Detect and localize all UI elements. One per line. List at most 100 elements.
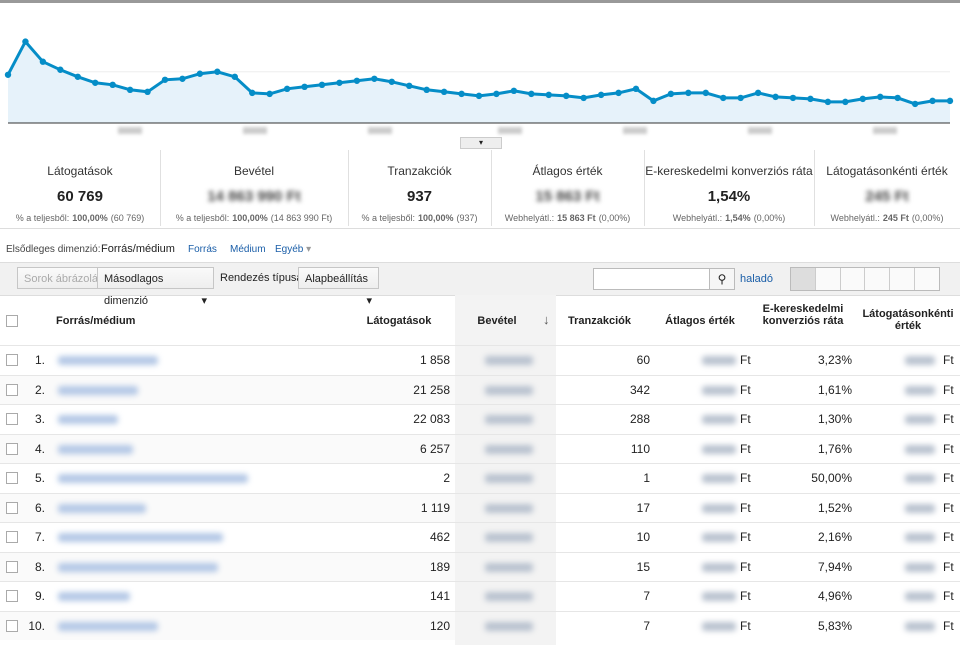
point — [301, 83, 308, 91]
transactions: 15 — [636, 559, 650, 574]
currency: Ft — [943, 500, 954, 515]
point — [109, 81, 116, 89]
row-line — [0, 463, 960, 464]
blurred-date — [118, 127, 142, 134]
point — [475, 92, 483, 100]
btn-text: Alapbeállítás — [305, 273, 368, 285]
view-switcher[interactable] — [790, 267, 940, 291]
column-header[interactable]: Bevétel — [477, 315, 517, 327]
note-suffix: (0,00%) — [753, 213, 786, 223]
column-header[interactable]: Látogatásonkénti érték — [862, 308, 954, 332]
row-checkbox[interactable] — [6, 531, 18, 543]
row-checkbox[interactable] — [6, 383, 18, 396]
column-header[interactable]: Átlagos érték — [665, 315, 735, 327]
point — [179, 75, 186, 82]
row-checkbox[interactable] — [6, 354, 18, 366]
point — [580, 94, 587, 102]
note-bold: 100,00% — [72, 213, 108, 223]
row-checkbox[interactable] — [6, 413, 18, 425]
blurred-per-visit — [905, 503, 935, 513]
row-checkbox[interactable] — [6, 590, 18, 602]
note-prefix: Webhelyátl.: — [672, 213, 723, 223]
row-checkbox[interactable] — [6, 442, 18, 455]
card-value: 60 769 — [57, 188, 103, 205]
row-checkbox[interactable] — [6, 560, 18, 573]
point — [911, 100, 919, 108]
row-index: 10. — [28, 618, 45, 633]
point — [877, 93, 884, 101]
card-label: Bevétel — [233, 164, 275, 178]
transactions: 17 — [636, 500, 650, 515]
blurred-source — [58, 474, 248, 483]
point — [214, 68, 221, 75]
view-compare[interactable] — [865, 268, 891, 290]
dimension-link[interactable]: Médium — [230, 244, 266, 255]
note-bold: 1,54% — [725, 213, 751, 223]
search-button[interactable]: ⚲ — [709, 268, 735, 290]
view-pie[interactable] — [816, 268, 841, 290]
row-checkbox[interactable] — [6, 472, 18, 484]
blurred-revenue — [485, 444, 533, 454]
select-all[interactable] — [6, 315, 18, 327]
row-index: 7. — [34, 530, 45, 544]
sort-label: Rendezés típusa: — [220, 272, 306, 284]
conversion-rate: 2,16% — [817, 530, 852, 544]
card-note: Webhelyátl.: 245 Ft (0,00%) — [814, 213, 960, 223]
note-prefix: % a teljesből: — [175, 213, 230, 223]
point — [807, 95, 814, 103]
dimension-link[interactable]: Egyéb ▾ — [275, 244, 312, 255]
point — [196, 70, 204, 77]
column-header[interactable]: Látogatások — [366, 315, 432, 327]
column-header[interactable]: Tranzakciók — [568, 315, 631, 327]
blurred-average — [702, 503, 736, 513]
row-checkbox[interactable] — [6, 619, 18, 632]
point — [458, 90, 465, 98]
point — [39, 58, 47, 65]
blurred-revenue — [485, 562, 533, 572]
currency: Ft — [943, 382, 954, 397]
point — [423, 86, 430, 94]
view-pivot[interactable] — [915, 268, 939, 290]
row-line — [0, 345, 960, 346]
row-checkbox[interactable] — [6, 501, 18, 514]
blurred-per-visit — [905, 385, 935, 395]
blurred-revenue — [485, 385, 533, 395]
btn-text: Másodlagos dimenzió — [104, 273, 164, 307]
currency: Ft — [943, 559, 954, 574]
summary-card: Bevétel 14 863 990 Ft % a teljesből: 100,00… — [160, 150, 349, 226]
view-table[interactable] — [791, 268, 816, 290]
collapse-tab[interactable]: ▾ — [460, 137, 502, 149]
sort-select[interactable]: Alapbeállítás ▾ — [298, 267, 379, 307]
transactions: 288 — [629, 412, 650, 426]
blurred-revenue — [485, 592, 533, 601]
note-suffix: (60 769) — [110, 213, 145, 223]
view-bar[interactable] — [841, 268, 866, 290]
dimension-link[interactable]: Forrás — [188, 244, 217, 255]
row-index: 4. — [34, 441, 45, 456]
area — [8, 41, 950, 123]
column-header[interactable]: E-kereskedelmi konverziós ráta — [762, 303, 844, 327]
column-header[interactable]: Forrás/médium — [56, 315, 136, 327]
card-note: % a teljesből: 100,00% (937) — [348, 213, 491, 223]
card-label: Látogatásonkénti érték — [826, 164, 948, 178]
currency: Ft — [740, 559, 751, 574]
point — [231, 73, 238, 80]
point — [545, 91, 552, 99]
point — [563, 92, 570, 100]
conversion-rate: 1,61% — [817, 382, 852, 397]
note-prefix: % a teljesből: — [361, 213, 415, 223]
visits: 462 — [429, 530, 450, 544]
note-bold: 100,00% — [417, 213, 454, 223]
sorted-column — [455, 295, 556, 645]
row-index: 6. — [34, 500, 45, 515]
view-term[interactable] — [890, 268, 916, 290]
secondary-dimension[interactable]: Másodlagos dimenzió ▾ — [97, 267, 214, 307]
point — [597, 91, 605, 99]
point — [859, 95, 866, 103]
advanced-link[interactable]: haladó — [740, 273, 774, 285]
point — [685, 89, 692, 97]
point — [249, 89, 256, 97]
blurred-average — [702, 415, 736, 424]
summary-card: Tranzakciók 937 % a teljesből: 100,00% (937) — [348, 150, 492, 226]
